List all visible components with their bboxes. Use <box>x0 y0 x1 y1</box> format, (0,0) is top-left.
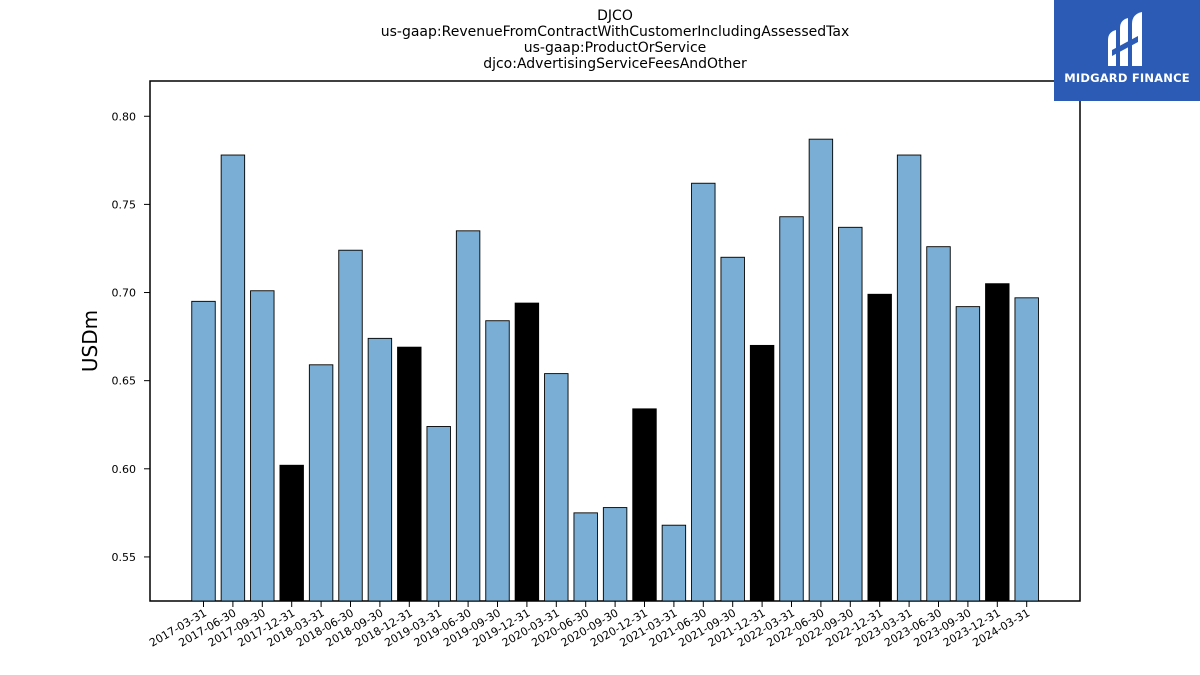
bar-2018-09-30 <box>367 337 393 602</box>
y-tick-label: 0.60 <box>112 463 137 476</box>
chart-title: DJCOus-gaap:RevenueFromContractWithCusto… <box>381 8 850 72</box>
bar-2019-03-31 <box>426 426 451 602</box>
bar-2018-03-31 <box>308 364 334 602</box>
bar-2023-06-30 <box>926 246 951 602</box>
y-axis-label: USDm <box>78 310 102 372</box>
chart-title-line: us-gaap:RevenueFromContractWithCustomerI… <box>381 24 850 40</box>
bar-2020-03-31 <box>544 373 569 602</box>
bar-2017-03-31 <box>191 300 216 602</box>
bar-2019-12-31 <box>514 302 540 602</box>
bar-2017-12-31 <box>279 464 304 602</box>
y-tick-label: 0.70 <box>112 287 137 300</box>
bar-2022-09-30 <box>838 226 863 602</box>
bar-2024-03-31 <box>1014 297 1039 602</box>
bars <box>191 138 1039 602</box>
bar-2021-03-31 <box>661 524 687 602</box>
chart-title-line: DJCO <box>597 8 633 24</box>
y-axis: 0.55 0.60 0.65 0.70 0.75 0.80 <box>112 110 150 564</box>
bar-2018-06-30 <box>338 249 363 602</box>
logo-mark-icon <box>1108 12 1142 66</box>
bar-2017-09-30 <box>250 290 275 602</box>
y-tick-label: 0.65 <box>112 375 137 388</box>
chart-title-line: us-gaap:ProductOrService <box>524 40 707 56</box>
logo-text: MIDGARD FINANCE <box>1064 71 1190 85</box>
bar-2020-12-31 <box>632 408 657 602</box>
bar-2019-09-30 <box>485 320 510 602</box>
bar-2019-06-30 <box>455 230 481 602</box>
bar-2023-09-30 <box>955 306 981 602</box>
bar-2022-03-31 <box>779 216 804 602</box>
bar-2021-12-31 <box>749 344 775 602</box>
y-tick-label: 0.75 <box>112 198 137 211</box>
bar-2020-09-30 <box>602 507 628 602</box>
bar-2018-12-31 <box>397 346 422 602</box>
bar-2017-06-30 <box>220 154 246 602</box>
x-axis: 2017-03-312017-06-302017-09-302017-12-31… <box>147 601 1032 650</box>
bar-2023-12-31 <box>985 283 1010 602</box>
chart-title-line: djco:AdvertisingServiceFeesAndOther <box>483 56 747 72</box>
bar-2021-06-30 <box>691 182 716 602</box>
y-tick-label: 0.80 <box>112 110 137 123</box>
bar-2022-06-30 <box>808 138 834 602</box>
bar-2020-06-30 <box>573 512 598 602</box>
bar-2022-12-31 <box>867 293 892 602</box>
brand-logo: MIDGARD FINANCE <box>1054 0 1200 101</box>
bar-2023-03-31 <box>896 154 922 602</box>
y-tick-label: 0.55 <box>112 551 137 564</box>
bar-2021-09-30 <box>720 256 745 602</box>
